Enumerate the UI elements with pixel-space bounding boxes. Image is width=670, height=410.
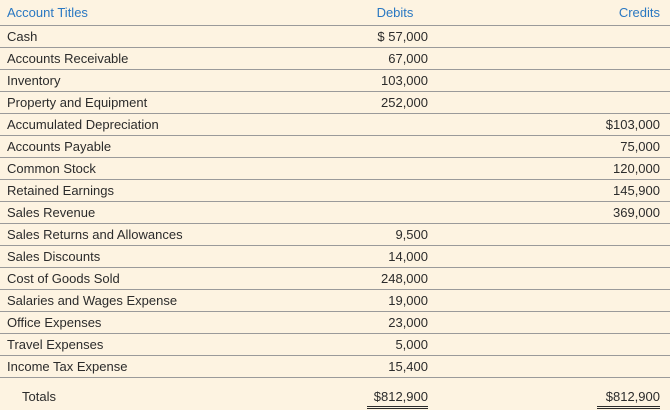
account-title: Sales Returns and Allowances [7, 227, 183, 242]
table-row: Retained Earnings 145,900 [0, 180, 670, 202]
debit-amount: 252,000 [381, 95, 428, 110]
account-title: Salaries and Wages Expense [7, 293, 178, 308]
totals-debit: $812,900 [367, 389, 428, 409]
account-title: Cash [7, 29, 38, 44]
trial-balance-rows: Cash $ 57,000 Accounts Receivable 67,000 Inv… [0, 26, 670, 378]
debit-amount: 23,000 [388, 315, 428, 330]
header-credits: Credits [618, 5, 660, 20]
debit-amount: 9,500 [395, 227, 428, 242]
debit-amount: 103,000 [381, 73, 428, 88]
totals-label: Totals [22, 389, 56, 404]
account-title: Income Tax Expense [7, 359, 128, 374]
header-debits: Debits [376, 5, 414, 20]
debit-amount: 67,000 [388, 51, 428, 66]
debit-amount: 19,000 [388, 293, 428, 308]
table-row: Cash $ 57,000 [0, 26, 670, 48]
account-title: Accounts Payable [7, 139, 112, 154]
totals-row: Totals $812,900 $812,900 [0, 384, 670, 410]
table-row: Accounts Receivable 67,000 [0, 48, 670, 70]
debit-amount: 14,000 [388, 249, 428, 264]
debit-amount: 15,400 [388, 359, 428, 374]
table-header: Account Titles Debits Credits [0, 0, 670, 26]
account-title: Travel Expenses [7, 337, 104, 352]
account-title: Sales Discounts [7, 249, 101, 264]
credit-amount: 145,900 [613, 183, 660, 198]
credit-amount: 369,000 [613, 205, 660, 220]
table-row: Sales Revenue 369,000 [0, 202, 670, 224]
account-title: Inventory [7, 73, 61, 88]
account-title: Accumulated Depreciation [7, 117, 159, 132]
table-row: Property and Equipment 252,000 [0, 92, 670, 114]
account-title: Common Stock [7, 161, 96, 176]
header-account-titles: Account Titles [7, 5, 88, 20]
credit-amount: 120,000 [613, 161, 660, 176]
table-row: Travel Expenses 5,000 [0, 334, 670, 356]
account-title: Cost of Goods Sold [7, 271, 120, 286]
table-row: Common Stock 120,000 [0, 158, 670, 180]
table-row: Accounts Payable 75,000 [0, 136, 670, 158]
table-row: Office Expenses 23,000 [0, 312, 670, 334]
account-title: Retained Earnings [7, 183, 114, 198]
credit-amount: $103,000 [605, 117, 660, 132]
table-row: Accumulated Depreciation $103,000 [0, 114, 670, 136]
credit-amount: 75,000 [620, 139, 660, 154]
debit-amount: $ 57,000 [377, 29, 428, 44]
account-title: Office Expenses [7, 315, 102, 330]
table-row: Sales Discounts 14,000 [0, 246, 670, 268]
debit-amount: 5,000 [395, 337, 428, 352]
table-row: Salaries and Wages Expense 19,000 [0, 290, 670, 312]
account-title: Accounts Receivable [7, 51, 129, 66]
account-title: Property and Equipment [7, 95, 148, 110]
totals-credit: $812,900 [597, 389, 660, 409]
table-row: Inventory 103,000 [0, 70, 670, 92]
debit-amount: 248,000 [381, 271, 428, 286]
account-title: Sales Revenue [7, 205, 96, 220]
table-row: Sales Returns and Allowances 9,500 [0, 224, 670, 246]
table-row: Income Tax Expense 15,400 [0, 356, 670, 378]
table-row: Cost of Goods Sold 248,000 [0, 268, 670, 290]
